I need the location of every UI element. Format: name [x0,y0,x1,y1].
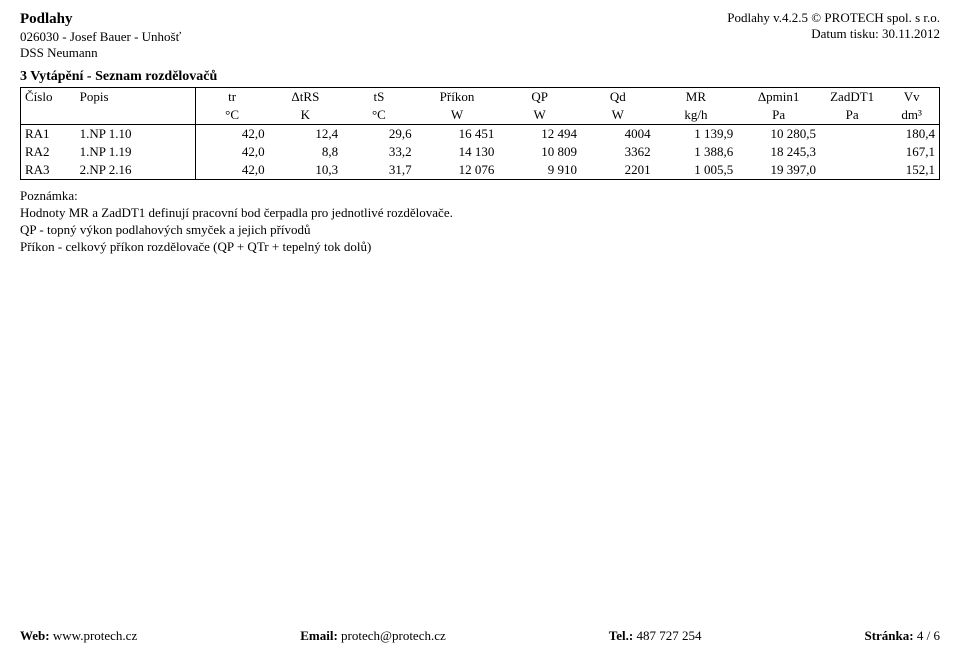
col-unit-dtrs: K [269,106,343,125]
cell-dtrs: 12,4 [269,125,343,144]
cell-cislo: RA2 [21,143,76,161]
cell-dpmin1: 18 245,3 [737,143,820,161]
col-unit-qp: W [498,106,581,125]
cell-cislo: RA1 [21,125,76,144]
cell-qp: 12 494 [498,125,581,144]
note-line-2: QP - topný výkon podlahových smyček a je… [20,222,940,239]
cell-cislo: RA3 [21,161,76,180]
footer-page-label: Stránka: [864,628,916,643]
cell-qd: 3362 [581,143,655,161]
page-footer: Web: www.protech.cz Email: protech@prote… [20,628,940,644]
col-unit-prikon: W [416,106,499,125]
footer-email-label: Email: [300,628,341,643]
table-row: RA32.NP 2.1642,010,331,712 0769 91022011… [21,161,940,180]
cell-zaddt1 [820,143,884,161]
table-header-labels: ČísloPopistrΔtRStSPříkonQPQdMRΔpmin1ZadD… [21,88,940,107]
cell-tr: 42,0 [195,143,269,161]
table-row: RA21.NP 1.1942,08,833,214 13010 80933621… [21,143,940,161]
col-unit-dpmin1: Pa [737,106,820,125]
table-body: RA11.NP 1.1042,012,429,616 45112 4944004… [21,125,940,180]
footer-page: Stránka: 4 / 6 [864,628,940,644]
cell-popis: 2.NP 2.16 [76,161,195,180]
header-title-left: Podlahy [20,10,181,29]
cell-mr: 1 388,6 [655,143,738,161]
cell-mr: 1 005,5 [655,161,738,180]
note-line-1: Hodnoty MR a ZadDT1 definují pracovní bo… [20,205,940,222]
footer-web-label: Web: [20,628,53,643]
col-unit-ts: °C [342,106,416,125]
cell-dpmin1: 10 280,5 [737,125,820,144]
header-sub-right-1: Datum tisku: 30.11.2012 [727,26,940,42]
col-label-vv: Vv [884,88,939,107]
cell-qd: 4004 [581,125,655,144]
cell-ts: 33,2 [342,143,416,161]
table-header-units: °CK°CWWWkg/hPaPadm³ [21,106,940,125]
col-unit-tr: °C [195,106,269,125]
cell-vv: 152,1 [884,161,939,180]
col-label-zaddt1: ZadDT1 [820,88,884,107]
cell-qp: 10 809 [498,143,581,161]
cell-vv: 180,4 [884,125,939,144]
cell-popis: 1.NP 1.19 [76,143,195,161]
cell-tr: 42,0 [195,161,269,180]
footer-email: Email: protech@protech.cz [300,628,446,644]
cell-tr: 42,0 [195,125,269,144]
note-block: Poznámka: Hodnoty MR a ZadDT1 definují p… [20,188,940,256]
note-title: Poznámka: [20,188,940,205]
footer-tel-label: Tel.: [609,628,637,643]
cell-prikon: 14 130 [416,143,499,161]
cell-zaddt1 [820,125,884,144]
col-label-popis: Popis [76,88,195,107]
cell-vv: 167,1 [884,143,939,161]
cell-dtrs: 10,3 [269,161,343,180]
note-line-3: Příkon - celkový příkon rozdělovače (QP … [20,239,940,256]
footer-tel: Tel.: 487 727 254 [609,628,702,644]
footer-tel-value: 487 727 254 [636,628,701,643]
cell-prikon: 16 451 [416,125,499,144]
cell-prikon: 12 076 [416,161,499,180]
section-title: 3 Vytápění - Seznam rozdělovačů [20,69,940,85]
col-label-cislo: Číslo [21,88,76,107]
col-label-prikon: Příkon [416,88,499,107]
cell-qp: 9 910 [498,161,581,180]
cell-dtrs: 8,8 [269,143,343,161]
footer-web-value: www.protech.cz [53,628,137,643]
footer-web: Web: www.protech.cz [20,628,137,644]
col-label-dtrs: ΔtRS [269,88,343,107]
col-label-tr: tr [195,88,269,107]
cell-mr: 1 139,9 [655,125,738,144]
report-table-wrap: ČísloPopistrΔtRStSPříkonQPQdMRΔpmin1ZadD… [20,87,940,180]
col-label-mr: MR [655,88,738,107]
col-unit-qd: W [581,106,655,125]
cell-qd: 2201 [581,161,655,180]
cell-ts: 31,7 [342,161,416,180]
col-unit-vv: dm³ [884,106,939,125]
col-unit-cislo [21,106,76,125]
page-header: Podlahy 026030 - Josef Bauer - Unhošť DS… [20,10,940,61]
col-label-dpmin1: Δpmin1 [737,88,820,107]
col-unit-mr: kg/h [655,106,738,125]
footer-page-value: 4 / 6 [917,628,940,643]
header-title-right: Podlahy v.4.2.5 © PROTECH spol. s r.o. [727,10,940,26]
report-table: ČísloPopistrΔtRStSPříkonQPQdMRΔpmin1ZadD… [20,87,940,180]
col-label-qd: Qd [581,88,655,107]
cell-popis: 1.NP 1.10 [76,125,195,144]
cell-ts: 29,6 [342,125,416,144]
col-unit-zaddt1: Pa [820,106,884,125]
col-unit-popis [76,106,195,125]
table-row: RA11.NP 1.1042,012,429,616 45112 4944004… [21,125,940,144]
cell-dpmin1: 19 397,0 [737,161,820,180]
header-sub-left-1: 026030 - Josef Bauer - Unhošť [20,29,181,45]
col-label-ts: tS [342,88,416,107]
footer-email-value: protech@protech.cz [341,628,446,643]
cell-zaddt1 [820,161,884,180]
col-label-qp: QP [498,88,581,107]
header-sub-left-2: DSS Neumann [20,45,181,61]
